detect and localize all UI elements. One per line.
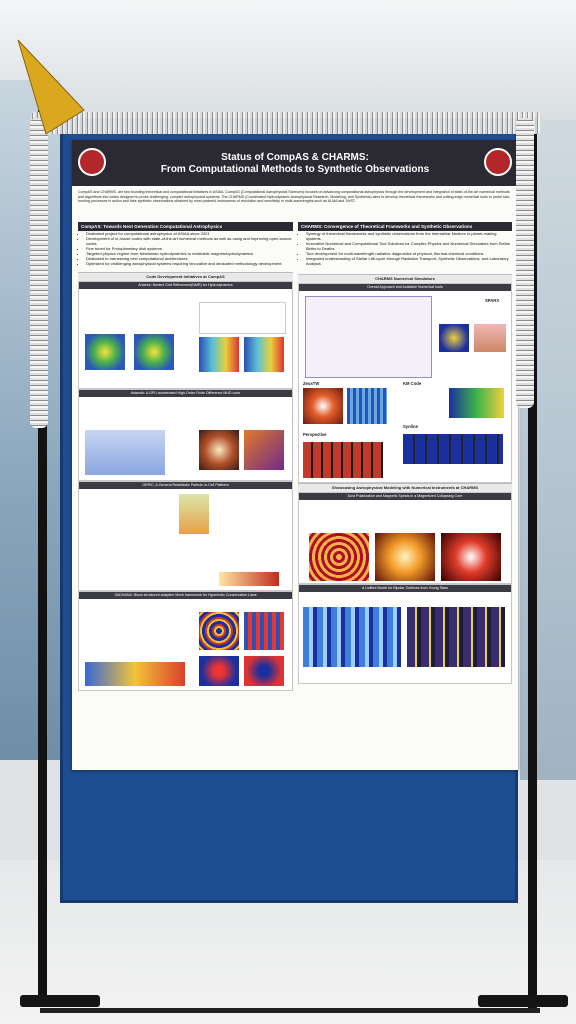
panel-title: A Unified Model for Bipolar Outflows fro…	[299, 585, 511, 592]
tinsel	[30, 118, 48, 428]
stand-post	[38, 110, 47, 1000]
figure	[309, 533, 369, 581]
tinsel	[516, 118, 534, 408]
figure	[407, 607, 505, 667]
right-column: CHARMS: Convergence of Theoretical Framw…	[298, 222, 512, 684]
sub-heading: Code Development Initiatives at CompAS	[78, 272, 293, 281]
panel-title: Dust Polarization and Magnetic Spirals i…	[299, 493, 511, 500]
figure	[244, 337, 284, 372]
panel-title: SADHANA: Block structured adaptive Mesh …	[79, 592, 292, 599]
sub-heading: CHARMS Numerical Simulators	[298, 274, 512, 283]
poster-title: Status of CompAS & CHARMS:	[221, 152, 369, 163]
panel: Dust Polarization and Magnetic Spirals i…	[298, 492, 512, 584]
figure	[449, 388, 504, 418]
bullet: Fine tuned for Protoplanetary disk syste…	[86, 246, 293, 251]
figure	[85, 334, 125, 370]
figure	[303, 442, 383, 478]
figure	[134, 334, 174, 370]
intro-text: CompAS and CHARMS, are two founding theo…	[78, 190, 511, 204]
bullet-list: Dedicated project for computational astr…	[78, 231, 293, 266]
figure	[199, 612, 239, 650]
section-heading: CompAS: Towards Next Generation Computat…	[78, 222, 293, 231]
figure	[219, 572, 279, 586]
tool-label: Perspective	[303, 432, 327, 437]
panel-title: Antares: Nested Grid Refinement(NMR) for…	[79, 282, 292, 289]
stand-bar	[40, 1008, 540, 1013]
panel: GRPIC: A General Relativistic Particle-I…	[78, 481, 293, 591]
left-column: CompAS: Towards Next Generation Computat…	[78, 222, 293, 691]
stand-foot	[20, 995, 100, 1007]
bullet: Dedicated to harnessing new computationa…	[86, 256, 293, 261]
figure	[199, 430, 239, 470]
panel: Overall Approach and Available Numerical…	[298, 283, 512, 483]
figure	[85, 430, 165, 475]
bullet: Targeted physics regime from Newtonian h…	[86, 251, 293, 256]
bullet: Dedicated project for computational astr…	[86, 231, 293, 236]
figure	[199, 337, 239, 372]
figure	[179, 494, 209, 534]
tool-label: Synline	[403, 424, 418, 429]
logo	[484, 148, 512, 176]
figure	[244, 656, 284, 686]
figure	[347, 388, 387, 424]
panel: Astaroth: A GPU accelerated High-Order F…	[78, 389, 293, 481]
logo	[78, 148, 106, 176]
panel-title: Astaroth: A GPU accelerated High-Order F…	[79, 390, 292, 397]
poster-header: Status of CompAS & CHARMS: From Computat…	[72, 140, 518, 186]
tool-label: KM Code	[403, 381, 422, 386]
tool-label: SPARX	[485, 298, 500, 303]
poster: Status of CompAS & CHARMS: From Computat…	[72, 140, 518, 770]
figure	[244, 612, 284, 650]
poster-title: From Computational Methods to Synthetic …	[160, 164, 430, 175]
party-hat	[17, 39, 85, 135]
panel: SADHANA: Block structured adaptive Mesh …	[78, 591, 293, 691]
figure	[439, 324, 469, 352]
panel: Antares: Nested Grid Refinement(NMR) for…	[78, 281, 293, 389]
panel-title: Overall Approach and Available Numerical…	[299, 284, 511, 291]
figure	[303, 388, 343, 424]
figure	[375, 533, 435, 581]
panel-title: GRPIC: A General Relativistic Particle-I…	[79, 482, 292, 489]
figure	[303, 607, 401, 667]
figure	[441, 533, 501, 581]
bullet: Synergy of theoretical frameworks and sy…	[306, 231, 512, 241]
tool-label: ZeusTW	[303, 381, 320, 386]
bullet: Development of in-house codes with state…	[86, 236, 293, 246]
figure	[474, 324, 506, 352]
figure	[85, 662, 185, 686]
bullet: Integrated understanding of Stellar Life…	[306, 256, 512, 266]
party-hat-shape	[17, 39, 85, 135]
figure	[199, 302, 286, 334]
section-heading: CHARMS: Convergence of Theoretical Framw…	[298, 222, 512, 231]
stand-foot	[478, 995, 568, 1007]
ceiling	[0, 0, 576, 120]
bullet: Innovative Numerical and Computational T…	[306, 241, 512, 251]
sub-heading: Showcasing Astrophysical Modeling with N…	[298, 483, 512, 492]
bullet: Tool development for multi-wavelength ra…	[306, 251, 512, 256]
bullet-list: Synergy of theoretical frameworks and sy…	[298, 231, 512, 266]
figure	[403, 434, 503, 464]
figure	[199, 656, 239, 686]
stand-post	[528, 118, 537, 1008]
figure	[244, 430, 284, 470]
tinsel	[30, 112, 542, 134]
panel: A Unified Model for Bipolar Outflows fro…	[298, 584, 512, 684]
bullet: Optimized for challenging astrophysical …	[86, 261, 293, 266]
diagram	[305, 296, 432, 378]
